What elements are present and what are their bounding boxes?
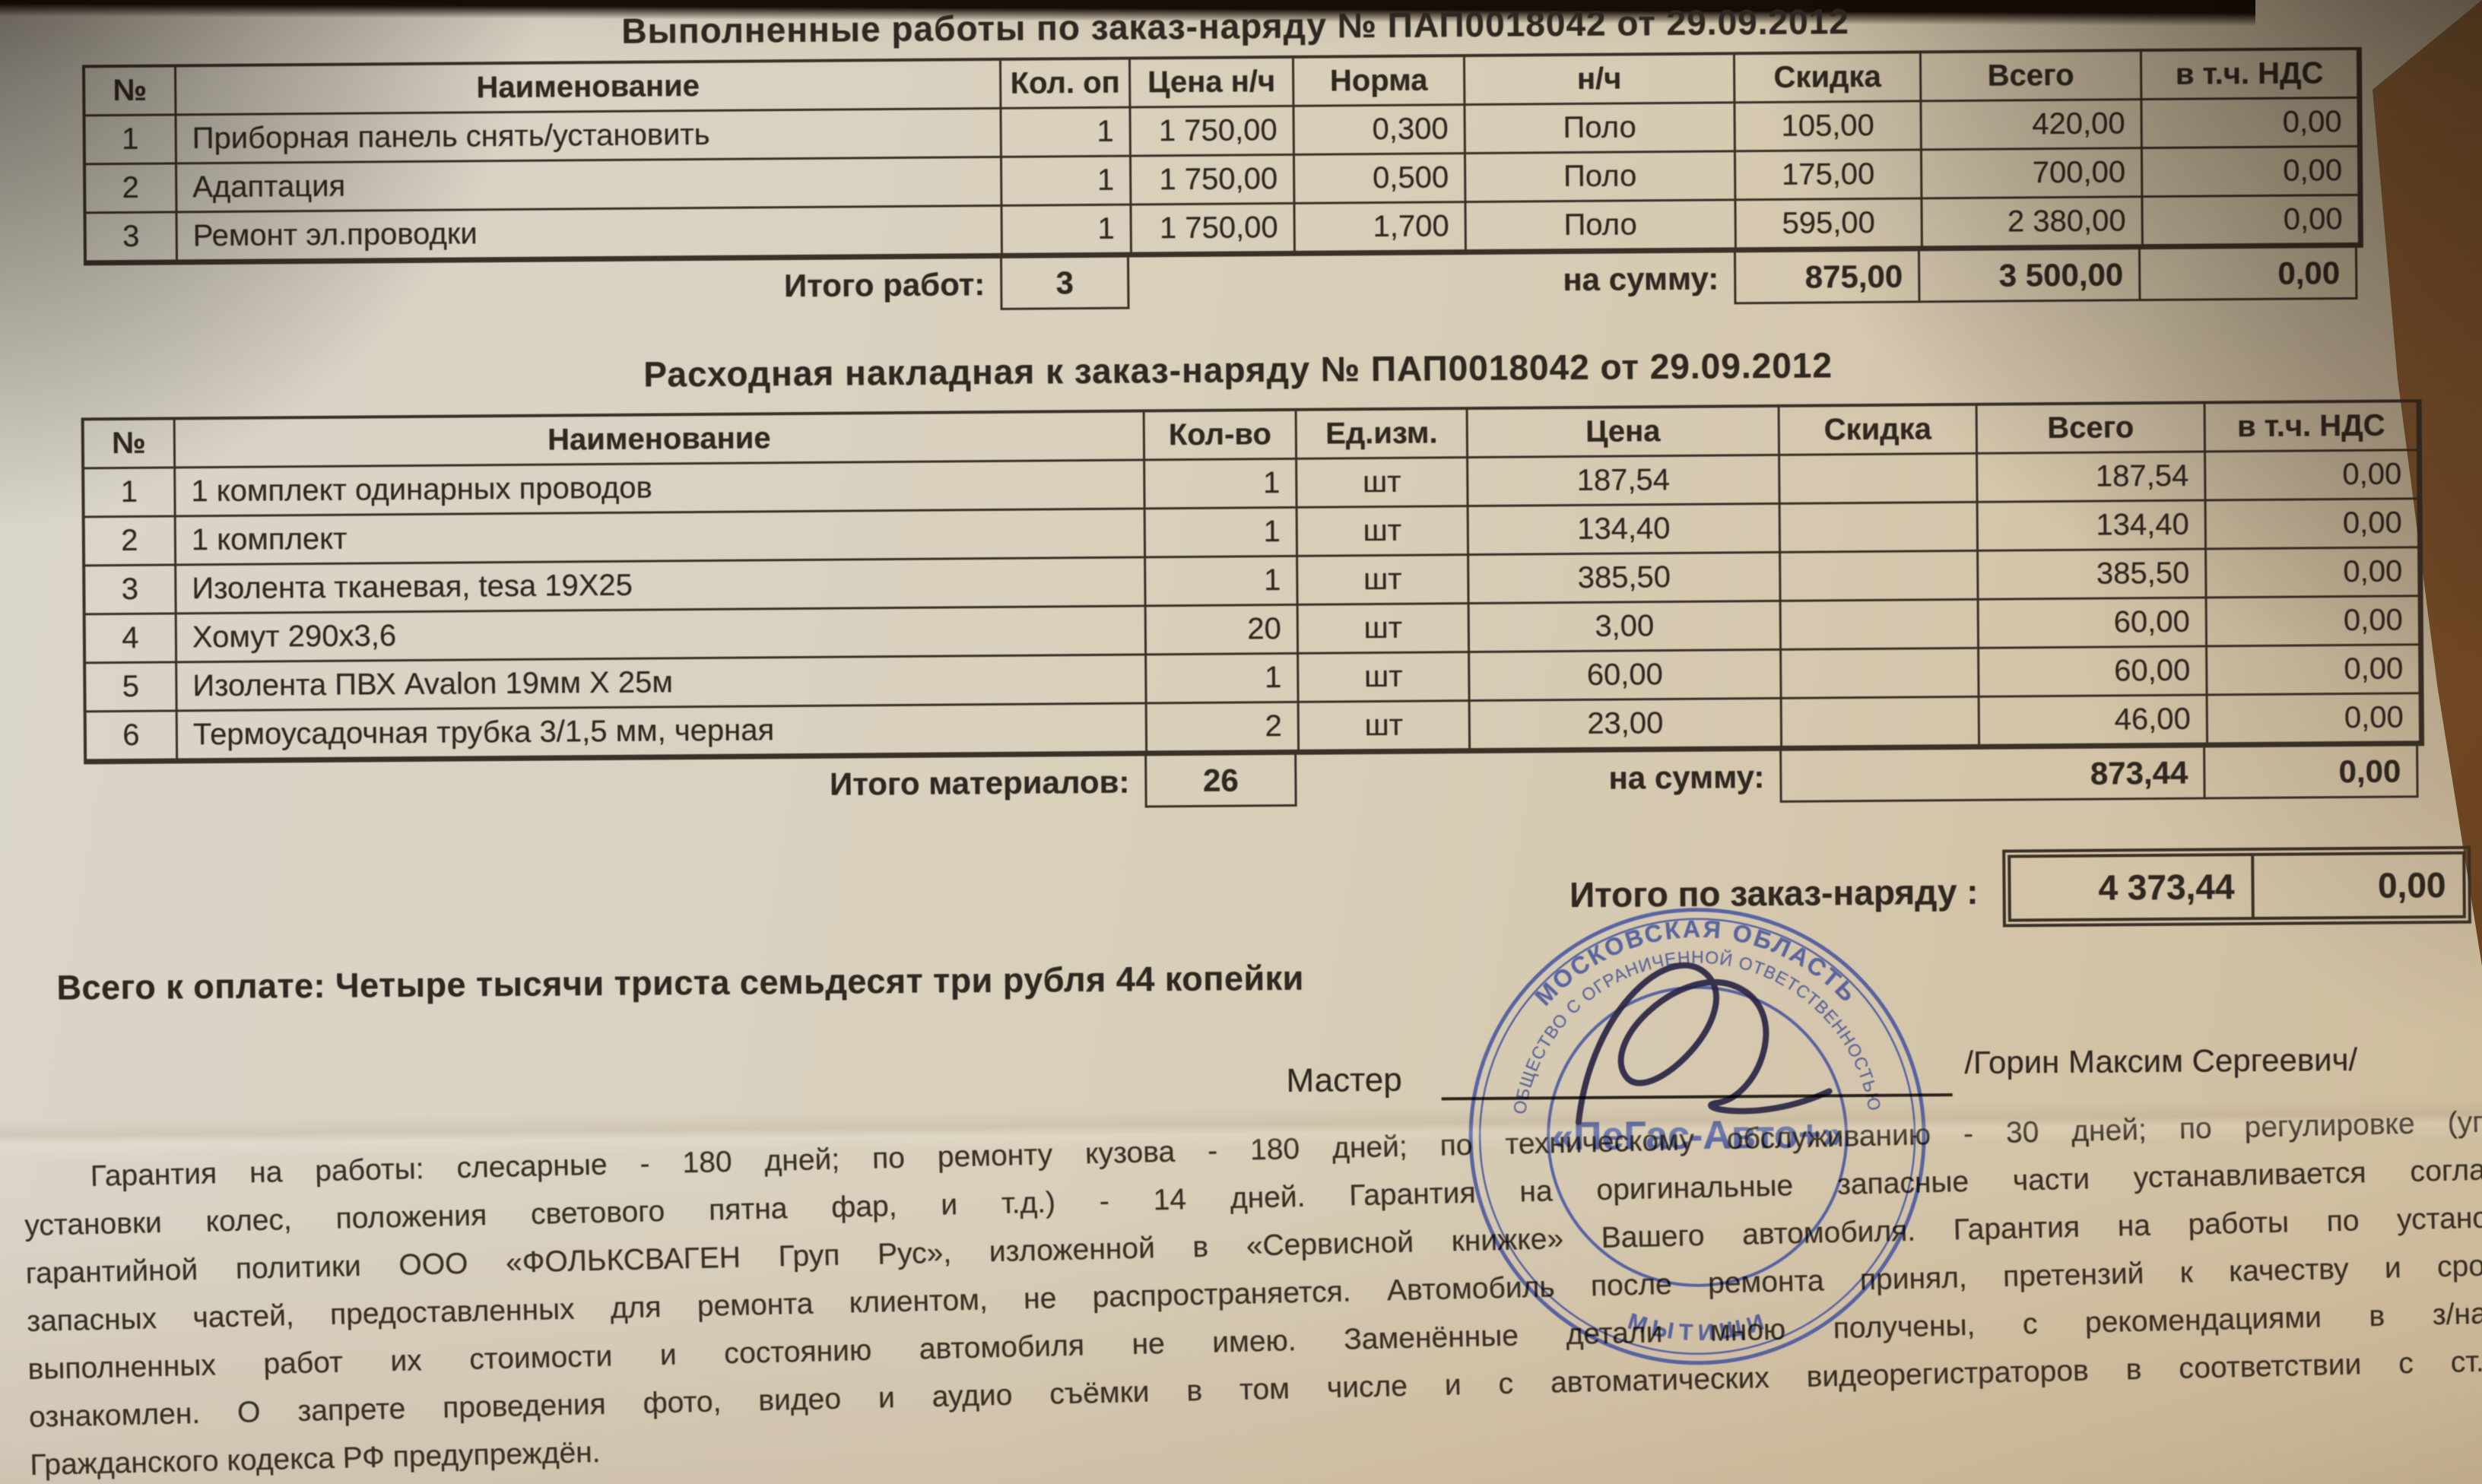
svg-text:МЫТИЩИ: МЫТИЩИ (1625, 1308, 1773, 1346)
stamp-company-name: «ПеГас-Авто+» (1551, 1112, 1843, 1159)
round-company-stamp: МОСКОВСКАЯ ОБЛАСТЬ МЫТИЩИ ОБЩЕСТВО С ОГР… (1468, 908, 1926, 1365)
stamp-city-text: МЫТИЩИ (1625, 1308, 1773, 1346)
